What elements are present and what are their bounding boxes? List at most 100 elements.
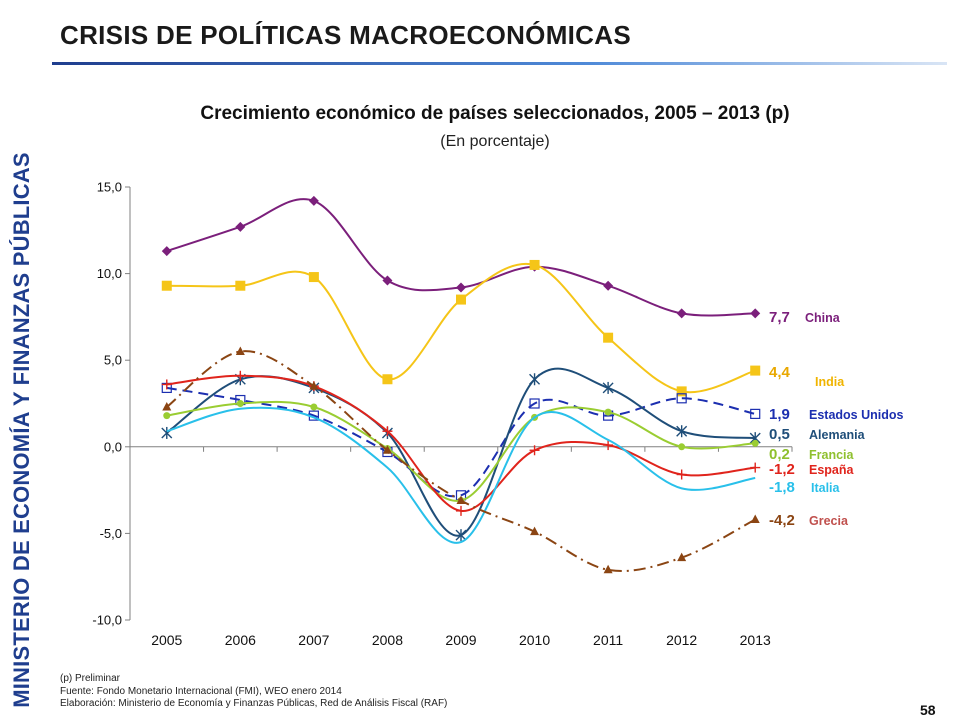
alemania-point xyxy=(676,425,688,438)
slide-title: CRISIS DE POLÍTICAS MACROECONÓMICAS xyxy=(60,20,631,50)
china-series-name: China xyxy=(805,311,841,325)
italia-line xyxy=(166,406,756,544)
china-point xyxy=(235,221,246,232)
end-labels: 7,7 China 4,4 India 1,9 Estados Unidos 0,5 Alem… xyxy=(769,309,904,529)
x-tick-label: 2010 xyxy=(519,632,550,648)
y-tick-label: -5,0 xyxy=(100,526,122,541)
grecia-end-value: -4,2 xyxy=(769,512,795,529)
x-tick-label: 2008 xyxy=(372,632,403,648)
espana-end-value: -1,2 xyxy=(769,461,795,478)
india-series-name: India xyxy=(815,375,845,389)
china-point xyxy=(456,282,466,293)
grecia-point xyxy=(382,445,392,454)
china-end-value: 7,7 xyxy=(769,309,790,326)
y-tick-label: 10,0 xyxy=(97,266,122,281)
francia-line xyxy=(166,400,756,502)
estados-unidos-line xyxy=(166,386,756,498)
china-point xyxy=(382,275,393,286)
india-point xyxy=(529,259,540,270)
francia-series-name: Francia xyxy=(809,448,855,462)
sidebar: MINISTERIO DE ECONOMÍA Y FINANZAS PÚBLIC… xyxy=(0,0,45,720)
espana-point xyxy=(235,370,246,381)
alemania-point xyxy=(529,373,541,386)
grecia-point xyxy=(530,526,540,536)
x-tick-label: 2009 xyxy=(445,632,476,648)
prepared-by-note: Elaboración: Ministerio de Economía y Fi… xyxy=(60,698,448,709)
espana-point xyxy=(750,462,761,473)
x-tick-label: 2005 xyxy=(151,632,182,648)
alemania-point xyxy=(161,426,173,439)
espana-series-name: España xyxy=(809,463,855,477)
espana-point xyxy=(456,505,466,516)
x-tick-label: 2006 xyxy=(225,632,256,648)
espana-point xyxy=(382,426,393,437)
espana-point xyxy=(161,379,172,390)
grecia-point xyxy=(235,346,245,356)
estados-unidos-point xyxy=(750,408,761,419)
estados-unidos-end-value: 1,9 xyxy=(769,406,790,423)
india-point xyxy=(456,294,466,305)
india-point xyxy=(603,332,614,343)
chart-title: Crecimiento económico de países seleccio… xyxy=(200,103,790,124)
series-india xyxy=(161,259,761,397)
page-number: 58 xyxy=(920,702,936,718)
y-tick-label: -10,0 xyxy=(92,613,122,628)
italia-end-value: -1,8 xyxy=(769,479,795,496)
series-estados-unidos xyxy=(161,382,761,501)
francia-point xyxy=(678,443,686,451)
francia-point xyxy=(310,403,318,411)
series-grecia xyxy=(162,346,760,574)
chart-subtitle: (En porcentaje) xyxy=(440,133,550,150)
axes: 15,0 10,0 5,0 0,0 -5,0 -10,0 2005 2006 2007 2008 2… xyxy=(92,180,793,648)
india-point xyxy=(750,365,761,376)
estados-unidos-series-name: Estados Unidos xyxy=(809,408,904,422)
estados-unidos-point xyxy=(676,393,687,404)
estados-unidos-point xyxy=(529,398,540,409)
francia-point xyxy=(236,400,244,407)
series-francia xyxy=(163,400,759,504)
alemania-point xyxy=(602,381,614,394)
francia-end-value: 0,2 xyxy=(769,446,790,463)
x-tick-label: 2007 xyxy=(298,632,329,648)
espana-point xyxy=(676,469,687,480)
china-point xyxy=(676,308,687,319)
alemania-end-value: 0,5 xyxy=(769,426,790,443)
title-divider xyxy=(52,62,947,65)
espana-point xyxy=(529,445,540,456)
india-point xyxy=(382,374,393,385)
x-tick-label: 2011 xyxy=(593,632,623,648)
india-point xyxy=(308,272,319,283)
series-espana xyxy=(161,370,761,516)
x-tick-label: 2013 xyxy=(740,632,771,648)
alemania-point xyxy=(455,529,467,542)
source-note: Fuente: Fondo Monetario Internacional (F… xyxy=(60,685,342,697)
espana-point xyxy=(603,440,614,451)
alemania-series-name: Alemania xyxy=(809,428,866,442)
grecia-point xyxy=(603,564,613,574)
grecia-point xyxy=(456,495,466,504)
series-italia xyxy=(166,406,756,544)
series-lines xyxy=(161,195,761,574)
china-point xyxy=(750,308,761,319)
grecia-point xyxy=(677,552,687,562)
y-tick-label: 5,0 xyxy=(104,353,122,368)
india-point xyxy=(676,386,687,397)
grecia-point xyxy=(750,514,760,524)
grecia-point xyxy=(309,381,319,390)
china-point xyxy=(308,195,319,206)
italia-series-name: Italia xyxy=(811,481,841,495)
footer-notes: (p) Preliminar Fuente: Fondo Monetario I… xyxy=(60,673,447,711)
y-tick-label: 15,0 xyxy=(97,180,122,195)
y-tick-label: 0,0 xyxy=(104,439,122,454)
francia-point xyxy=(751,439,759,447)
india-end-value: 4,4 xyxy=(769,364,791,381)
preliminary-note: (p) Preliminar xyxy=(60,673,121,684)
india-point xyxy=(235,280,246,291)
francia-point xyxy=(604,408,612,416)
grecia-series-name: Grecia xyxy=(809,514,849,528)
grecia-point xyxy=(162,401,172,411)
x-tick-label: 2012 xyxy=(666,632,697,648)
china-point xyxy=(161,246,172,257)
francia-point xyxy=(163,412,171,420)
